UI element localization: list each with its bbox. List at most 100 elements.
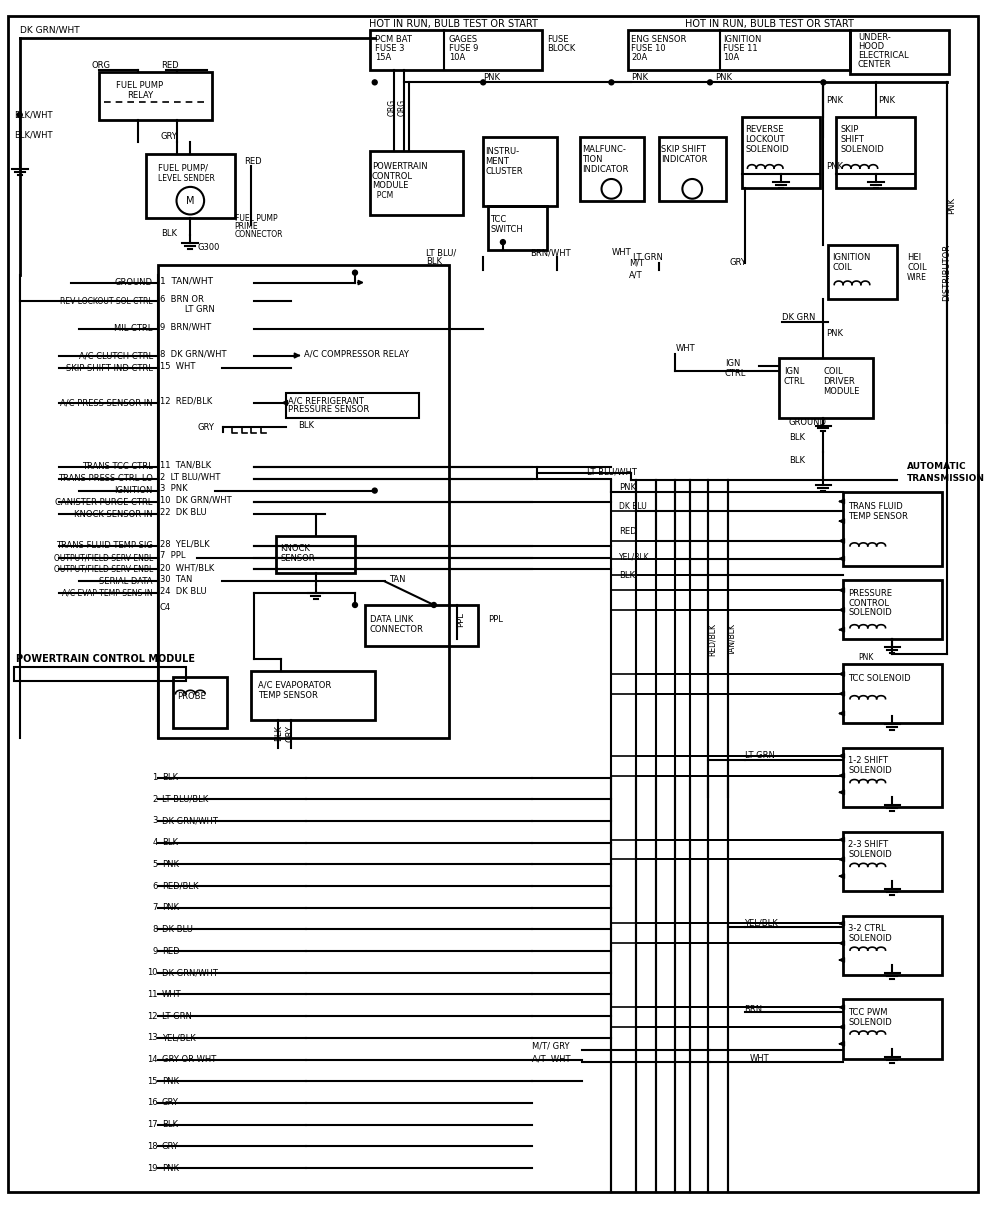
Text: A/C CLUTCH CTRL: A/C CLUTCH CTRL	[79, 352, 153, 360]
Text: LT GRN: LT GRN	[633, 254, 663, 262]
Text: 15  WHT: 15 WHT	[160, 362, 195, 371]
Text: KNOCK SENSOR IN: KNOCK SENSOR IN	[74, 510, 153, 518]
Text: SKIP SHIFT IND CTRL: SKIP SHIFT IND CTRL	[66, 364, 153, 373]
Text: FUSE 10: FUSE 10	[631, 45, 666, 53]
Text: WHT: WHT	[162, 991, 181, 999]
Bar	[843, 492, 942, 565]
Text: REV LOCKOUT SOL CTRL: REV LOCKOUT SOL CTRL	[60, 297, 153, 306]
Text: A/C EVAPORATOR: A/C EVAPORATOR	[258, 680, 332, 690]
Bar	[628, 30, 850, 70]
Text: 18: 18	[147, 1142, 158, 1151]
Text: 1-2 SHIFT: 1-2 SHIFT	[848, 756, 888, 766]
Text: 24  DK BLU: 24 DK BLU	[160, 587, 206, 596]
Text: CONTROL: CONTROL	[848, 598, 889, 608]
Circle shape	[372, 80, 377, 85]
Circle shape	[609, 80, 614, 85]
Text: 20  WHT/BLK: 20 WHT/BLK	[160, 563, 214, 573]
Text: 1  TAN/WHT: 1 TAN/WHT	[160, 277, 213, 285]
Text: A/C PRESS SENSOR IN: A/C PRESS SENSOR IN	[60, 399, 153, 407]
Text: MODULE: MODULE	[823, 387, 860, 395]
Text: PNK: PNK	[826, 95, 843, 105]
Text: SOLENOID: SOLENOID	[848, 1017, 892, 1027]
Text: A/T  WHT: A/T WHT	[532, 1055, 571, 1063]
Text: 1: 1	[153, 773, 158, 782]
Text: BLK: BLK	[161, 228, 177, 238]
Text: SOLENOID: SOLENOID	[840, 145, 884, 153]
Text: BLOCK: BLOCK	[547, 45, 576, 53]
Text: GRY: GRY	[162, 1098, 179, 1108]
Text: SOLENOID: SOLENOID	[848, 766, 892, 776]
Bar	[14, 667, 186, 681]
Circle shape	[500, 239, 505, 244]
Text: YEL/BLK: YEL/BLK	[745, 919, 778, 928]
Bar	[146, 155, 235, 219]
Text: DRIVER: DRIVER	[823, 377, 855, 385]
Text: 3-2 CTRL: 3-2 CTRL	[848, 924, 886, 933]
Text: 15A: 15A	[375, 53, 391, 62]
Text: OUTPUT/FIELD SERV ENBL: OUTPUT/FIELD SERV ENBL	[54, 565, 153, 574]
Text: 11: 11	[147, 991, 158, 999]
Text: LT BLU/BLK: LT BLU/BLK	[162, 795, 208, 803]
Text: PROBE: PROBE	[177, 692, 206, 701]
Text: LT GRN: LT GRN	[745, 751, 774, 760]
Bar	[483, 137, 557, 205]
Text: PCM BAT: PCM BAT	[375, 35, 412, 45]
Bar	[173, 676, 227, 728]
Bar	[742, 117, 820, 188]
Text: 22  DK BLU: 22 DK BLU	[160, 507, 206, 517]
Text: FUEL PUMP: FUEL PUMP	[235, 214, 277, 223]
Text: 12: 12	[147, 1011, 158, 1021]
Text: TCC: TCC	[490, 215, 506, 223]
Text: INDICATOR: INDICATOR	[661, 155, 707, 164]
Text: SKIP SHIFT: SKIP SHIFT	[661, 145, 706, 153]
Text: HOOD: HOOD	[858, 42, 884, 52]
Text: 19: 19	[147, 1163, 158, 1173]
Text: FUSE: FUSE	[547, 35, 569, 45]
Text: A/C COMPRESSOR RELAY: A/C COMPRESSOR RELAY	[304, 349, 409, 358]
Bar	[843, 916, 942, 975]
Text: 5: 5	[153, 860, 158, 869]
Text: 14: 14	[147, 1055, 158, 1064]
Bar	[843, 999, 942, 1058]
Text: 7  PPL: 7 PPL	[160, 551, 185, 561]
Circle shape	[372, 488, 377, 493]
Circle shape	[821, 80, 826, 85]
Text: FUSE 11: FUSE 11	[723, 45, 757, 53]
Text: UNDER-: UNDER-	[858, 34, 891, 42]
Text: TEMP SENSOR: TEMP SENSOR	[258, 691, 318, 701]
Text: BLK: BLK	[162, 838, 178, 847]
Text: BLK: BLK	[298, 422, 314, 430]
Text: PNK: PNK	[826, 330, 843, 338]
Text: PRIME: PRIME	[235, 222, 258, 231]
Text: MIL CTRL: MIL CTRL	[114, 325, 153, 333]
Text: RED: RED	[161, 62, 178, 70]
Text: IGNITION: IGNITION	[723, 35, 761, 45]
Text: POWERTRAIN CONTROL MODULE: POWERTRAIN CONTROL MODULE	[16, 655, 195, 664]
Circle shape	[353, 271, 357, 275]
Text: HOT IN RUN, BULB TEST OR START: HOT IN RUN, BULB TEST OR START	[685, 19, 854, 29]
Text: COIL: COIL	[907, 263, 927, 272]
Text: PRESSURE SENSOR: PRESSURE SENSOR	[288, 405, 369, 414]
Text: PRESSURE: PRESSURE	[848, 588, 892, 598]
Text: FUEL PUMP/: FUEL PUMP/	[158, 163, 208, 173]
Text: BLK: BLK	[789, 432, 805, 442]
Text: SOLENOID: SOLENOID	[848, 934, 892, 942]
Text: 10: 10	[147, 969, 158, 977]
Text: 9  BRN/WHT: 9 BRN/WHT	[160, 323, 211, 331]
Text: 2-3 SHIFT: 2-3 SHIFT	[848, 840, 888, 849]
Text: IGNITION: IGNITION	[114, 486, 153, 495]
Text: PNK: PNK	[619, 483, 636, 492]
Text: 6  BRN OR: 6 BRN OR	[160, 295, 204, 303]
Text: TAN/BLK: TAN/BLK	[728, 623, 737, 656]
Text: 10  DK GRN/WHT: 10 DK GRN/WHT	[160, 496, 231, 505]
Text: SWITCH: SWITCH	[490, 225, 523, 234]
Text: GAGES: GAGES	[449, 35, 478, 45]
Text: PNK: PNK	[858, 652, 873, 662]
Text: ORG: ORG	[92, 62, 111, 70]
Text: IGNITION: IGNITION	[832, 254, 871, 262]
Text: AUTOMATIC: AUTOMATIC	[907, 463, 967, 471]
Text: RED/BLK: RED/BLK	[162, 882, 198, 890]
Text: 8  DK GRN/WHT: 8 DK GRN/WHT	[160, 349, 226, 358]
Text: WHT: WHT	[749, 1055, 769, 1063]
Text: PCM: PCM	[372, 191, 393, 201]
